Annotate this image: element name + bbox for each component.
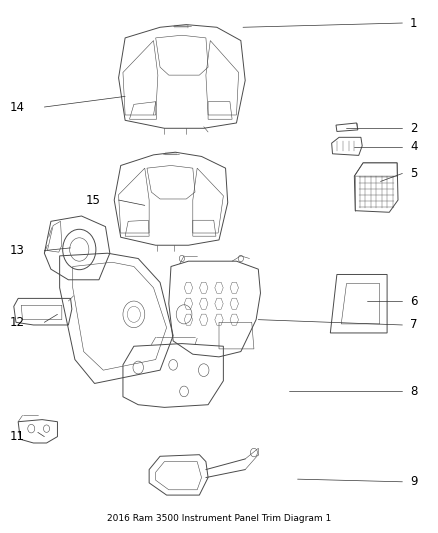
Text: 9: 9 xyxy=(410,475,418,488)
Text: 1: 1 xyxy=(410,17,418,29)
Text: 14: 14 xyxy=(10,101,25,114)
Text: 6: 6 xyxy=(410,295,418,308)
Text: 12: 12 xyxy=(10,316,25,329)
Text: 15: 15 xyxy=(86,193,101,207)
Text: 13: 13 xyxy=(10,244,24,257)
Text: 2: 2 xyxy=(410,122,418,135)
Text: 5: 5 xyxy=(410,167,418,180)
Text: 4: 4 xyxy=(410,140,418,154)
Text: 7: 7 xyxy=(410,319,418,332)
Text: 11: 11 xyxy=(10,430,25,443)
Text: 8: 8 xyxy=(410,385,418,398)
Text: 2016 Ram 3500 Instrument Panel Trim Diagram 1: 2016 Ram 3500 Instrument Panel Trim Diag… xyxy=(107,514,331,523)
